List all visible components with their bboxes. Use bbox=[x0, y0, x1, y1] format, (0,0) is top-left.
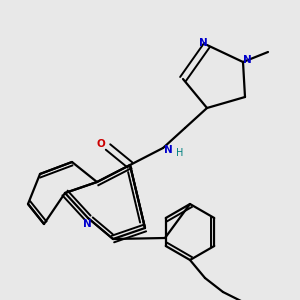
Text: O: O bbox=[97, 139, 105, 149]
Text: N: N bbox=[82, 219, 91, 229]
Text: N: N bbox=[199, 38, 207, 48]
Text: H: H bbox=[176, 148, 184, 158]
Text: N: N bbox=[243, 55, 251, 65]
Text: N: N bbox=[164, 145, 172, 155]
